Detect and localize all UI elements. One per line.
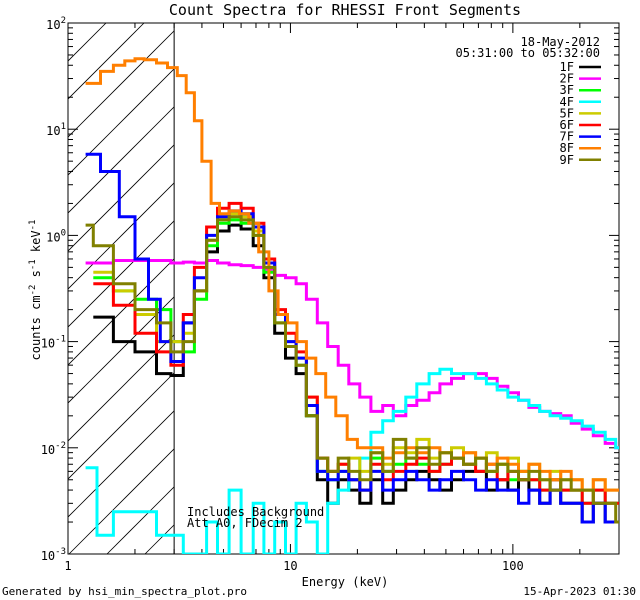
date-label: 18-May-2012 [521,35,600,49]
legend-label: 9F [560,153,574,167]
hatch-line [68,23,221,176]
legend-label: 8F [560,141,574,155]
plot-frame [67,22,620,555]
svg-text:101: 101 [46,122,66,138]
legend-label: 6F [560,118,574,132]
series-line-8F [85,57,619,492]
series-line-4F [85,367,619,554]
hatch-line [68,23,107,62]
hatch-line [68,23,145,100]
legend-label: 1F [560,60,574,74]
svg-text:100: 100 [46,228,66,244]
annotation-attenuator: Att A0, FDecim 2 [187,516,303,530]
y-tick-label: 100 [46,228,66,244]
hatch-mask [174,23,619,554]
legend-label: 3F [560,83,574,97]
legend-label: 7F [560,130,574,144]
x-tick-label: 10 [283,559,297,573]
legend-label: 2F [560,72,574,86]
svg-text:10-2: 10-2 [41,441,66,457]
svg-text:10-3: 10-3 [41,547,66,563]
axis-ticks [67,22,620,555]
chart-title: Count Spectra for RHESSI Front Segments [169,1,521,19]
series-layer [85,57,619,554]
footer-generated-by: Generated by hsi_min_spectra_plot.pro [2,585,247,598]
series-line-9F [85,215,619,524]
svg-text:102: 102 [46,16,66,32]
svg-text:10-1: 10-1 [41,335,66,351]
hatch-line [68,23,259,214]
x-axis-label: Energy (keV) [302,575,389,589]
y-tick-label: 10-2 [41,441,66,457]
footer-timestamp: 15-Apr-2023 01:30 [523,585,636,598]
y-tick-label: 102 [46,16,66,32]
annotation-background: Includes Background [187,505,324,519]
y-tick-label: 10-1 [41,335,66,351]
legend-label: 4F [560,95,574,109]
y-axis-label: counts cm-2 s-1 keV-1 [28,220,43,361]
legend-label: 5F [560,106,574,120]
y-tick-label: 101 [46,122,66,138]
y-tick-label: 10-3 [41,547,66,563]
time-range-label: 05:31:00 to 05:32:00 [456,46,601,60]
hatch-line [68,23,183,138]
x-tick-label: 1 [64,559,71,573]
x-tick-label: 100 [502,559,524,573]
